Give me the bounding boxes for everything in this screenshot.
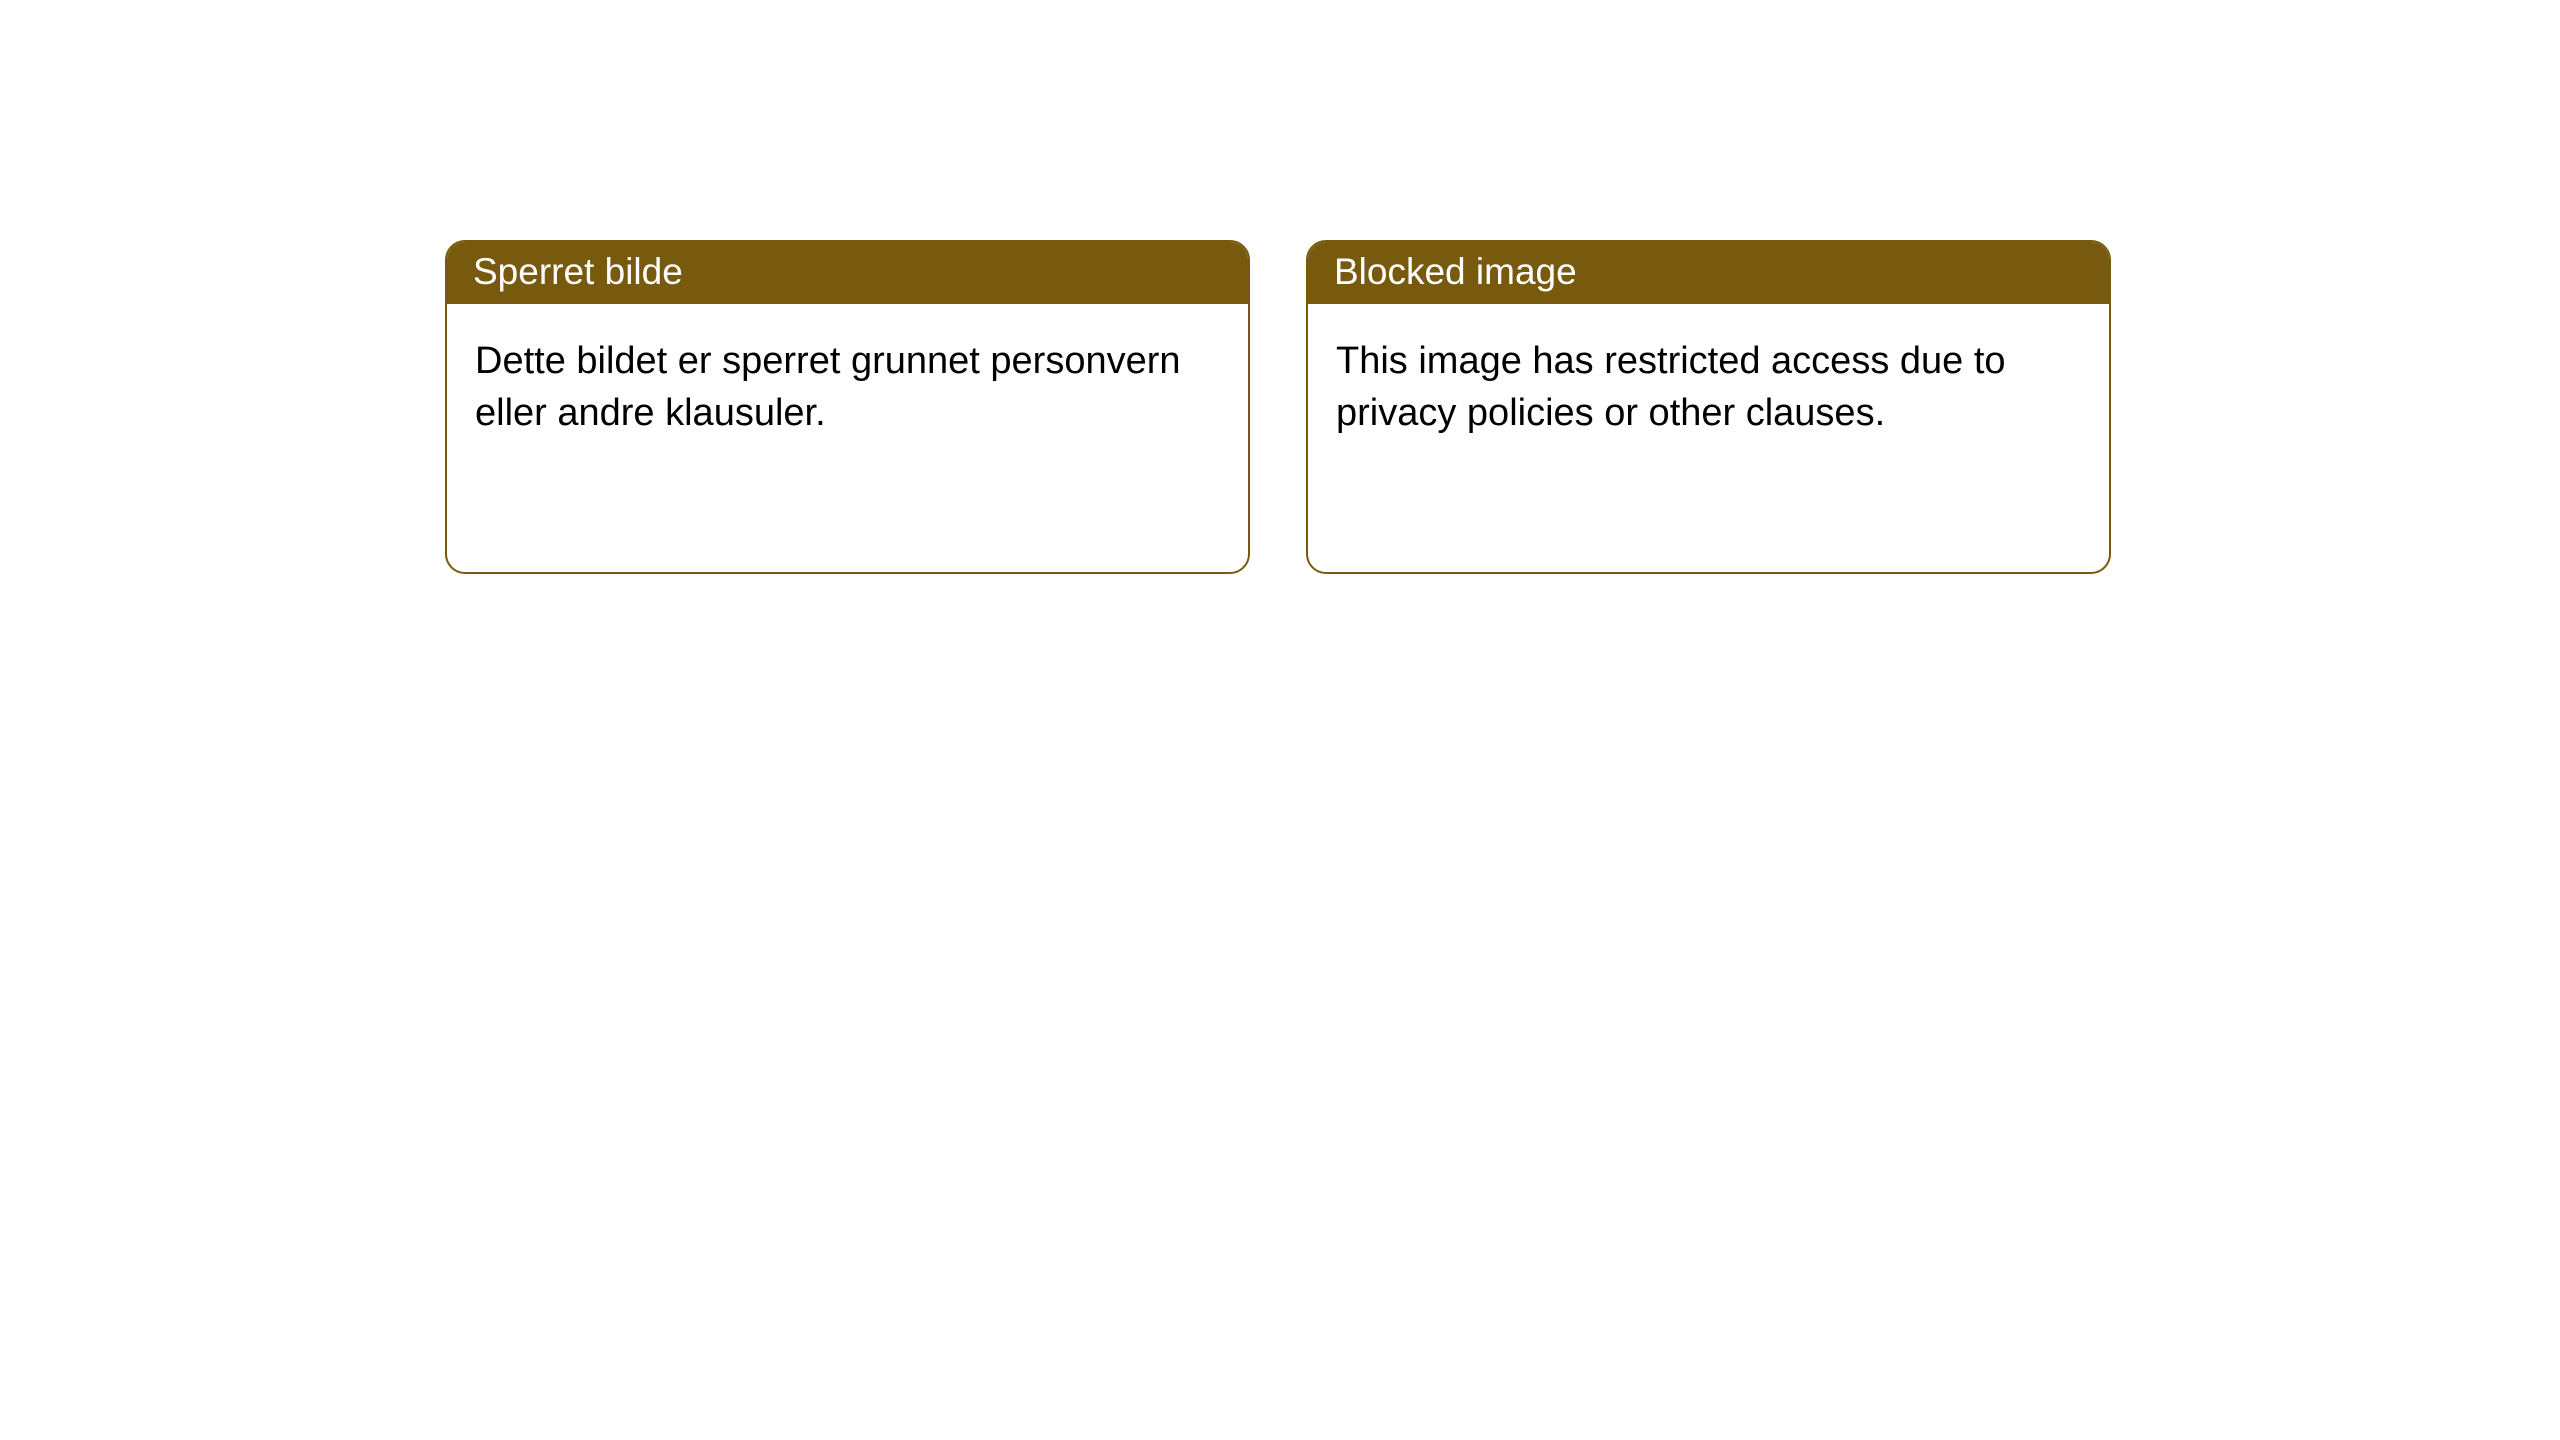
notice-container: Sperret bilde Dette bildet er sperret gr… (0, 0, 2560, 574)
card-body-english: This image has restricted access due to … (1308, 304, 2109, 471)
card-title-english: Blocked image (1334, 251, 1577, 292)
card-body-text-english: This image has restricted access due to … (1336, 340, 2006, 433)
notice-card-english: Blocked image This image has restricted … (1306, 240, 2111, 574)
card-header-norwegian: Sperret bilde (447, 242, 1248, 304)
card-title-norwegian: Sperret bilde (473, 251, 683, 292)
card-body-norwegian: Dette bildet er sperret grunnet personve… (447, 304, 1248, 471)
notice-card-norwegian: Sperret bilde Dette bildet er sperret gr… (445, 240, 1250, 574)
card-body-text-norwegian: Dette bildet er sperret grunnet personve… (475, 340, 1181, 433)
card-header-english: Blocked image (1308, 242, 2109, 304)
